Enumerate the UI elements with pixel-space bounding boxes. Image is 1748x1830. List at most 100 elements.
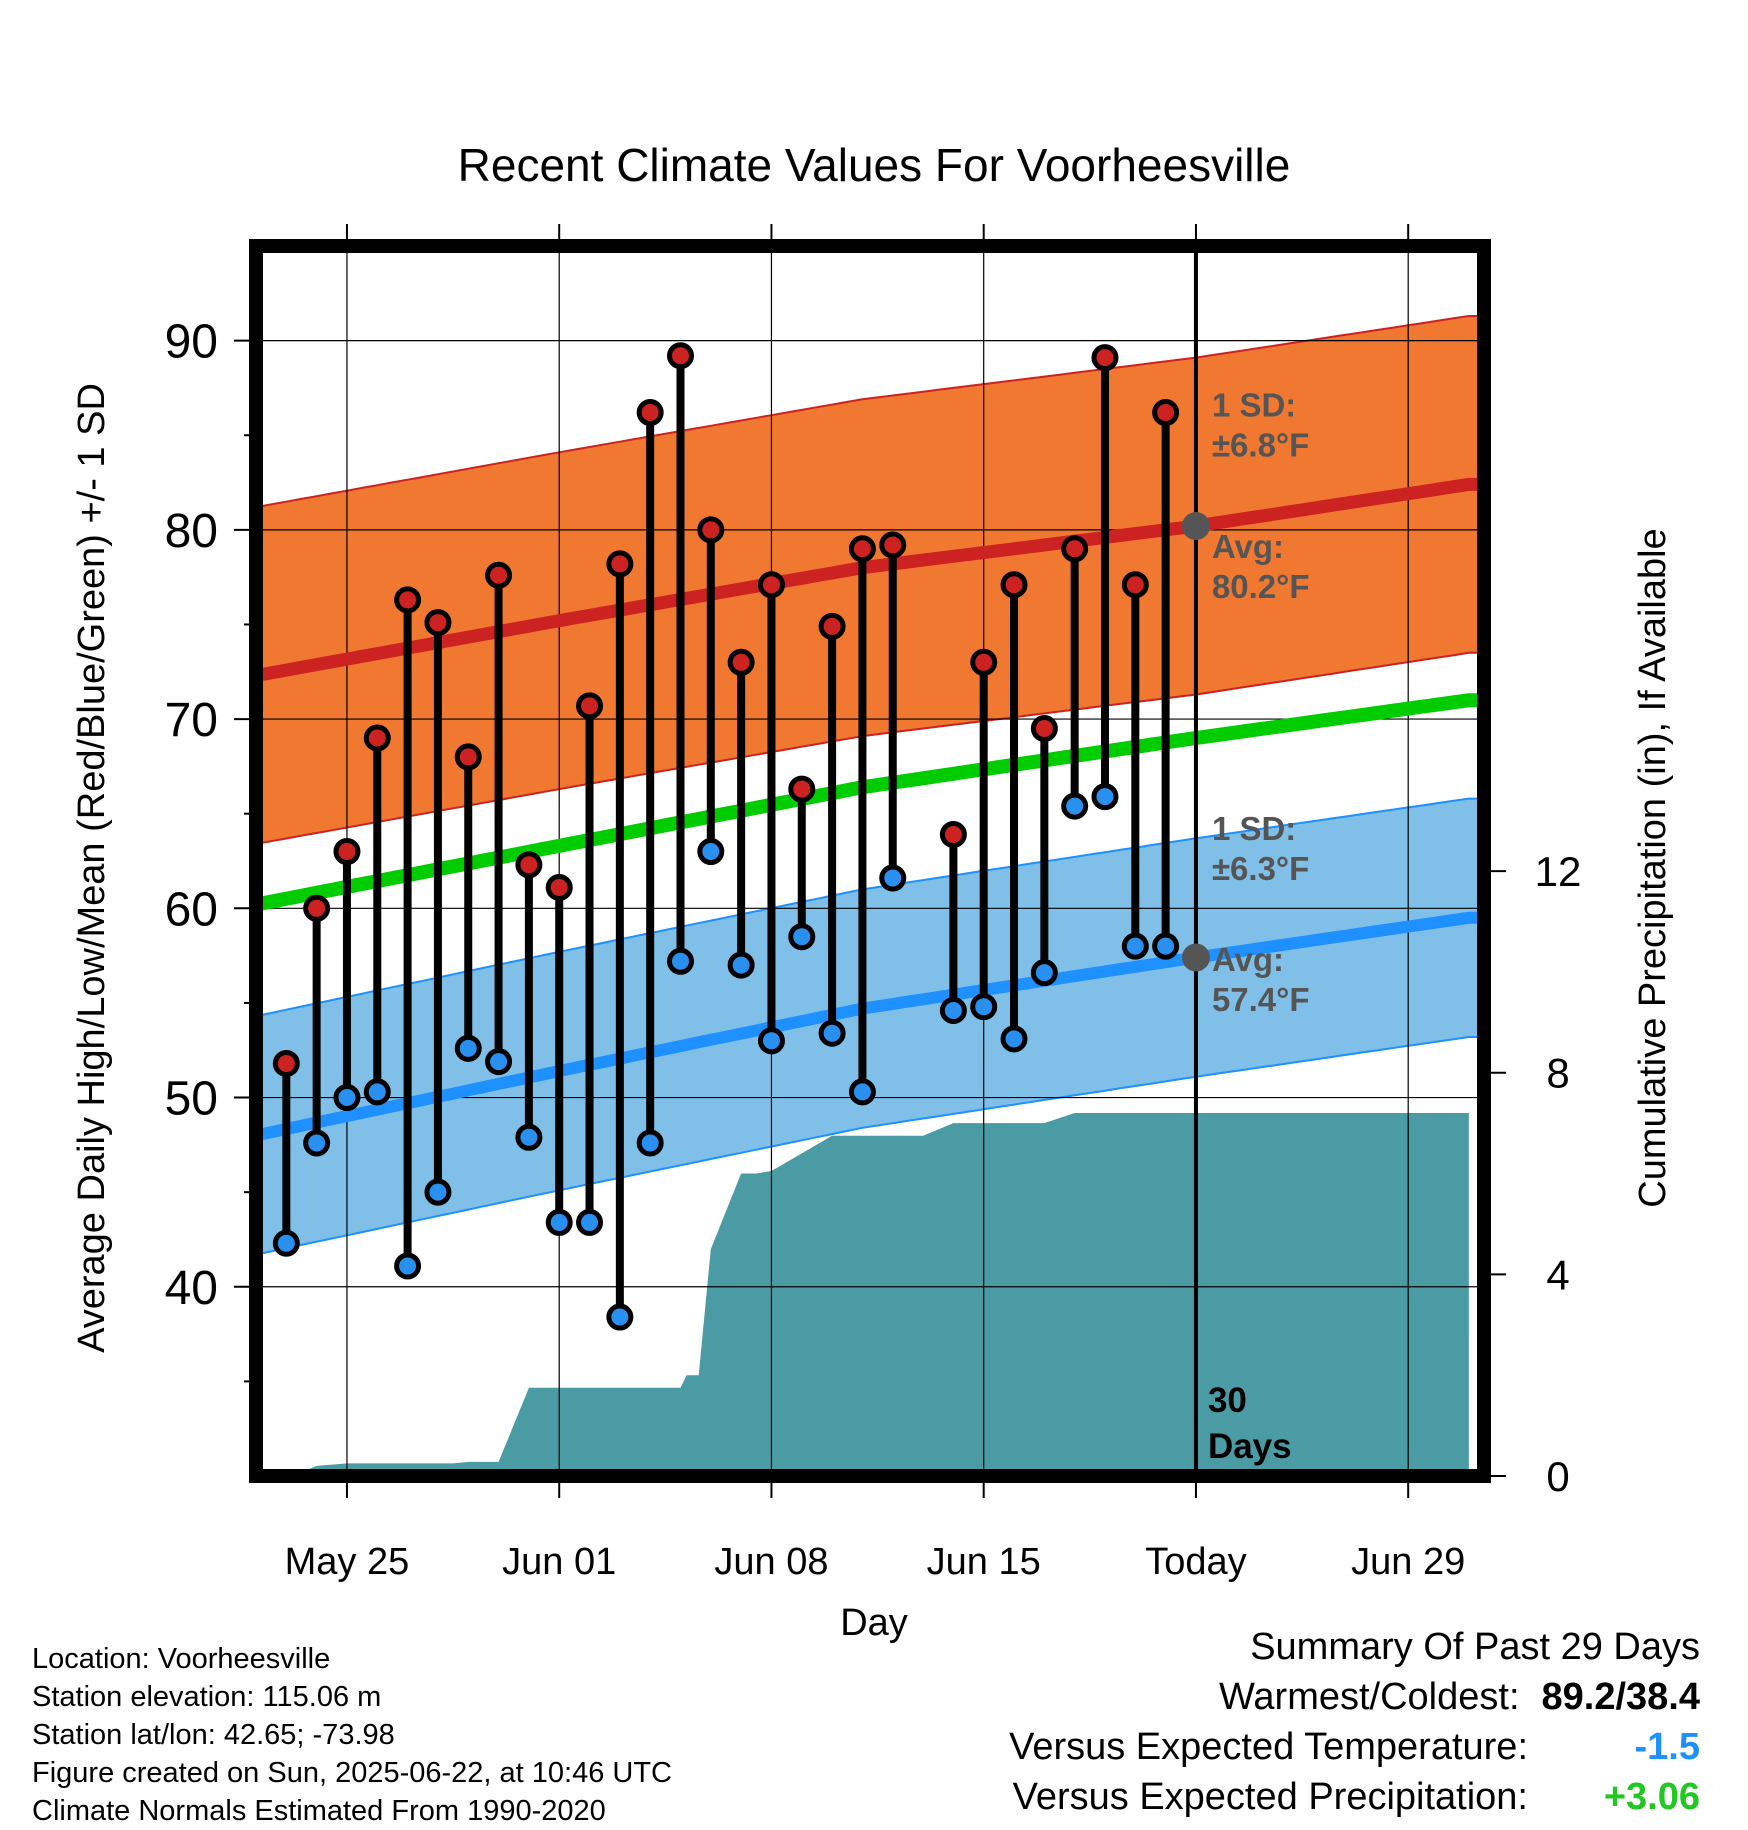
high-avg-line bbox=[256, 477, 1484, 682]
x-tick-label: Jun 08 bbox=[714, 1541, 828, 1583]
low-temp-point bbox=[515, 1123, 543, 1151]
low-temp-point bbox=[970, 993, 998, 1021]
high-temp-point bbox=[485, 561, 513, 589]
low-temp-point bbox=[848, 1078, 876, 1106]
high-temp-point bbox=[666, 342, 694, 370]
plot-frame bbox=[249, 239, 1491, 1483]
high-temp-point bbox=[545, 873, 573, 901]
summary-panel: Summary Of Past 29 Days Warmest/Coldest:… bbox=[1009, 1622, 1700, 1822]
normals-text: Climate Normals Estimated From 1990-2020 bbox=[32, 1795, 606, 1827]
today-label-line2: Days bbox=[1208, 1427, 1292, 1466]
temp-row: Versus Expected Temperature: -1.5 bbox=[1009, 1722, 1700, 1772]
high-temp-point bbox=[272, 1049, 300, 1077]
high-temp-point bbox=[394, 586, 422, 614]
y-axis-label: Average Daily High/Low/Mean (Red/Blue/Gr… bbox=[71, 383, 113, 1353]
low-temp-point bbox=[394, 1252, 422, 1280]
low-temp-point bbox=[788, 923, 816, 951]
y-tick-label: 50 bbox=[165, 1073, 218, 1126]
low-temp-point bbox=[818, 1019, 846, 1047]
x-tick-label: Jun 15 bbox=[927, 1541, 1041, 1583]
high-temp-point bbox=[727, 648, 755, 676]
station-info: Location: Voorheesville Station elevatio… bbox=[32, 1640, 672, 1830]
warm-cold-row: Warmest/Coldest: 89.2/38.4 bbox=[1009, 1672, 1700, 1722]
low-temp-point bbox=[1121, 932, 1149, 960]
precip-value: +3.06 bbox=[1603, 1776, 1700, 1818]
high-temp-point bbox=[970, 648, 998, 676]
annotation-high_avg-line2: 80.2°F bbox=[1212, 568, 1310, 605]
mean-line bbox=[256, 693, 1484, 912]
y-tick-label: 80 bbox=[165, 505, 218, 558]
low-temp-point bbox=[606, 1303, 634, 1331]
low-temp-point bbox=[576, 1208, 604, 1236]
high-temp-point bbox=[333, 838, 361, 866]
low-temp-point bbox=[697, 838, 725, 866]
summary-heading: Summary Of Past 29 Days bbox=[1250, 1626, 1700, 1668]
latlon-text: Station lat/lon: 42.65; -73.98 bbox=[32, 1719, 395, 1751]
low-avg-marker bbox=[1181, 943, 1210, 972]
high-temp-point bbox=[363, 724, 391, 752]
annotation-low_avg-line2: 57.4°F bbox=[1212, 981, 1310, 1018]
precip-row: Versus Expected Precipitation: +3.06 bbox=[1009, 1772, 1700, 1822]
x-tick-label: Jun 29 bbox=[1351, 1541, 1465, 1583]
y-tick-label: 90 bbox=[165, 316, 218, 369]
created-text: Figure created on Sun, 2025-06-22, at 10… bbox=[32, 1757, 672, 1789]
high-temp-point bbox=[757, 571, 785, 599]
low-temp-point bbox=[1030, 959, 1058, 987]
y2-tick-label: 4 bbox=[1546, 1251, 1569, 1298]
x-axis-label: Day bbox=[840, 1602, 908, 1644]
location-text: Location: Voorheesville bbox=[32, 1643, 331, 1675]
y2-tick-label: 12 bbox=[1535, 848, 1582, 895]
low-temp-point bbox=[303, 1129, 331, 1157]
high-temp-point bbox=[303, 894, 331, 922]
high-sd-band bbox=[256, 315, 1484, 846]
elevation-text: Station elevation: 115.06 m bbox=[32, 1681, 382, 1713]
high-temp-point bbox=[788, 775, 816, 803]
annotation-low_sd-line1: 1 SD: bbox=[1212, 810, 1296, 847]
low-temp-point bbox=[757, 1027, 785, 1055]
high-temp-point bbox=[1152, 399, 1180, 427]
high-temp-point bbox=[879, 531, 907, 559]
y-tick-label: 40 bbox=[165, 1262, 218, 1315]
y2-axis-label: Cumulative Precipitation (in), If Availa… bbox=[1632, 528, 1674, 1207]
high-temp-point bbox=[1000, 571, 1028, 599]
high-temp-point bbox=[606, 550, 634, 578]
low-temp-point bbox=[424, 1178, 452, 1206]
high-temp-point bbox=[454, 743, 482, 771]
low-temp-point bbox=[454, 1034, 482, 1062]
low-temp-point bbox=[666, 947, 694, 975]
y-tick-label: 60 bbox=[165, 883, 218, 936]
low-temp-point bbox=[879, 864, 907, 892]
high-temp-point bbox=[848, 535, 876, 563]
high-temp-point bbox=[576, 692, 604, 720]
high-temp-point bbox=[939, 821, 967, 849]
y-tick-label: 70 bbox=[165, 694, 218, 747]
low-temp-point bbox=[636, 1129, 664, 1157]
high-temp-point bbox=[424, 609, 452, 637]
temp-value: -1.5 bbox=[1634, 1726, 1700, 1768]
low-temp-point bbox=[727, 951, 755, 979]
annotation-high_sd-line2: ±6.8°F bbox=[1212, 426, 1309, 463]
low-temp-point bbox=[272, 1229, 300, 1257]
annotation-low_sd-line2: ±6.3°F bbox=[1212, 850, 1309, 887]
high-temp-point bbox=[1091, 344, 1119, 372]
low-temp-point bbox=[1152, 932, 1180, 960]
y2-tick-label: 0 bbox=[1546, 1453, 1569, 1500]
high-temp-point bbox=[697, 516, 725, 544]
low-temp-point bbox=[545, 1208, 573, 1236]
warm-cold-label: Warmest/Coldest: bbox=[1218, 1676, 1520, 1718]
low-temp-point bbox=[1091, 783, 1119, 811]
precipitation-area bbox=[256, 1113, 1469, 1476]
high-avg-marker bbox=[1181, 512, 1210, 541]
chart-title: Recent Climate Values For Voorheesville bbox=[458, 139, 1291, 191]
high-temp-point bbox=[1061, 535, 1089, 563]
y2-tick-label: 8 bbox=[1546, 1050, 1569, 1097]
low-temp-point bbox=[333, 1084, 361, 1112]
x-tick-label: Jun 01 bbox=[502, 1541, 616, 1583]
today-label-line1: 30 bbox=[1208, 1381, 1247, 1420]
high-temp-point bbox=[515, 851, 543, 879]
warm-cold-value: 89.2/38.4 bbox=[1541, 1676, 1700, 1718]
high-temp-point bbox=[1030, 715, 1058, 743]
annotation-high_avg-line1: Avg: bbox=[1212, 528, 1284, 565]
